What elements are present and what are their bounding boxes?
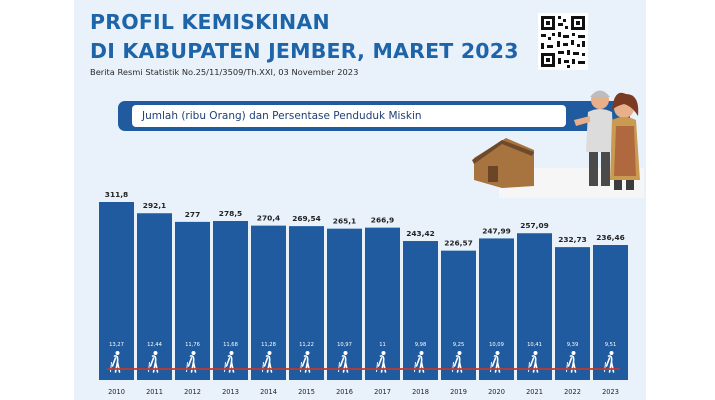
x-tick-label-2011: 2011	[146, 388, 163, 396]
percentage-label-2019: 9,25	[453, 342, 465, 348]
illustration	[472, 90, 644, 198]
house-icon	[472, 138, 534, 188]
value-label-2016: 265,1	[333, 217, 356, 226]
infographic-panel: PROFIL KEMISKINAN DI KABUPATEN JEMBER, M…	[74, 0, 646, 400]
value-label-2017: 266,9	[371, 216, 394, 225]
value-label-2015: 269,54	[292, 214, 321, 223]
walking-person-icon	[604, 351, 615, 373]
percentage-label-2021: 10,41	[527, 342, 542, 348]
value-label-2023: 236,46	[596, 233, 625, 242]
value-label-2010: 311,8	[105, 190, 128, 199]
chart-subtitle-banner: Jumlah (ribu Orang) dan Persentase Pendu…	[118, 101, 630, 131]
walking-person-icon	[376, 351, 387, 373]
walking-person-icon	[528, 351, 539, 373]
walking-person-icon	[490, 351, 501, 373]
walking-person-icon	[224, 351, 235, 373]
x-tick-label-2022: 2022	[564, 388, 581, 396]
bar-2022	[555, 247, 590, 380]
x-tick-label-2017: 2017	[374, 388, 391, 396]
percentage-label-2010: 13,27	[109, 342, 124, 348]
x-tick-label-2020: 2020	[488, 388, 505, 396]
value-label-2012: 277	[185, 210, 200, 219]
bar-2019	[441, 250, 476, 380]
poverty-bar-chart: 311,8 292,1 277 278,5 270,4 269,54 265,1 266,9 2…	[99, 190, 628, 396]
title-line-1: PROFIL KEMISKINAN	[90, 10, 330, 34]
walking-person-icon	[186, 351, 197, 373]
percentage-label-2018: 9,98	[415, 342, 427, 348]
walking-person-icon	[338, 351, 349, 373]
percentage-label-2023: 9,51	[605, 342, 617, 348]
walking-person-icon	[148, 351, 159, 373]
walking-person-icon	[452, 351, 463, 373]
bar-2021	[517, 233, 552, 380]
x-tick-label-2023: 2023	[602, 388, 619, 396]
percentage-label-2016: 10,97	[337, 342, 352, 348]
percentage-label-2014: 11,28	[261, 342, 276, 348]
percentage-label-2017: 11	[379, 342, 386, 348]
percentage-label-2013: 11,68	[223, 342, 238, 348]
elderly-couple-icon	[574, 90, 640, 190]
value-label-2013: 278,5	[219, 209, 242, 218]
walking-person-icon	[262, 351, 273, 373]
chart-subtitle: Jumlah (ribu Orang) dan Persentase Pendu…	[132, 105, 566, 127]
walking-person-icon	[414, 351, 425, 373]
bar-2023	[593, 245, 628, 380]
qr-code-icon[interactable]	[538, 13, 588, 70]
bar-2020	[479, 238, 514, 380]
bar-2016	[327, 228, 362, 380]
value-label-2021: 257,09	[520, 221, 549, 230]
value-label-2022: 232,73	[558, 235, 587, 244]
x-tick-label-2010: 2010	[108, 388, 125, 396]
source-citation: Berita Resmi Statistik No.25/11/3509/Th.…	[90, 67, 359, 77]
bar-2011	[137, 213, 172, 380]
value-label-2020: 247,99	[482, 226, 511, 235]
value-label-2011: 292,1	[143, 201, 166, 210]
x-tick-label-2012: 2012	[184, 388, 201, 396]
x-tick-label-2016: 2016	[336, 388, 353, 396]
percentage-label-2022: 9,39	[567, 342, 579, 348]
title-line-2: DI KABUPATEN JEMBER, MARET 2023	[90, 39, 519, 63]
walking-person-icon	[300, 351, 311, 373]
value-label-2014: 270,4	[257, 214, 280, 223]
page-title: PROFIL KEMISKINAN DI KABUPATEN JEMBER, M…	[90, 8, 519, 66]
x-tick-label-2021: 2021	[526, 388, 543, 396]
percentage-label-2015: 11,22	[299, 342, 314, 348]
bar-2010	[99, 202, 134, 380]
x-tick-label-2018: 2018	[412, 388, 429, 396]
x-tick-label-2019: 2019	[450, 388, 467, 396]
x-tick-label-2014: 2014	[260, 388, 277, 396]
x-tick-label-2013: 2013	[222, 388, 239, 396]
value-label-2019: 226,57	[444, 239, 473, 248]
percentage-label-2020: 10,09	[489, 342, 504, 348]
walking-person-icon	[110, 351, 121, 373]
walking-person-icon	[566, 351, 577, 373]
percentage-label-2011: 12,44	[147, 342, 163, 348]
value-label-2018: 243,42	[406, 229, 435, 238]
bar-2018	[403, 241, 438, 380]
percentage-label-2012: 11,76	[185, 342, 200, 348]
x-tick-label-2015: 2015	[298, 388, 315, 396]
